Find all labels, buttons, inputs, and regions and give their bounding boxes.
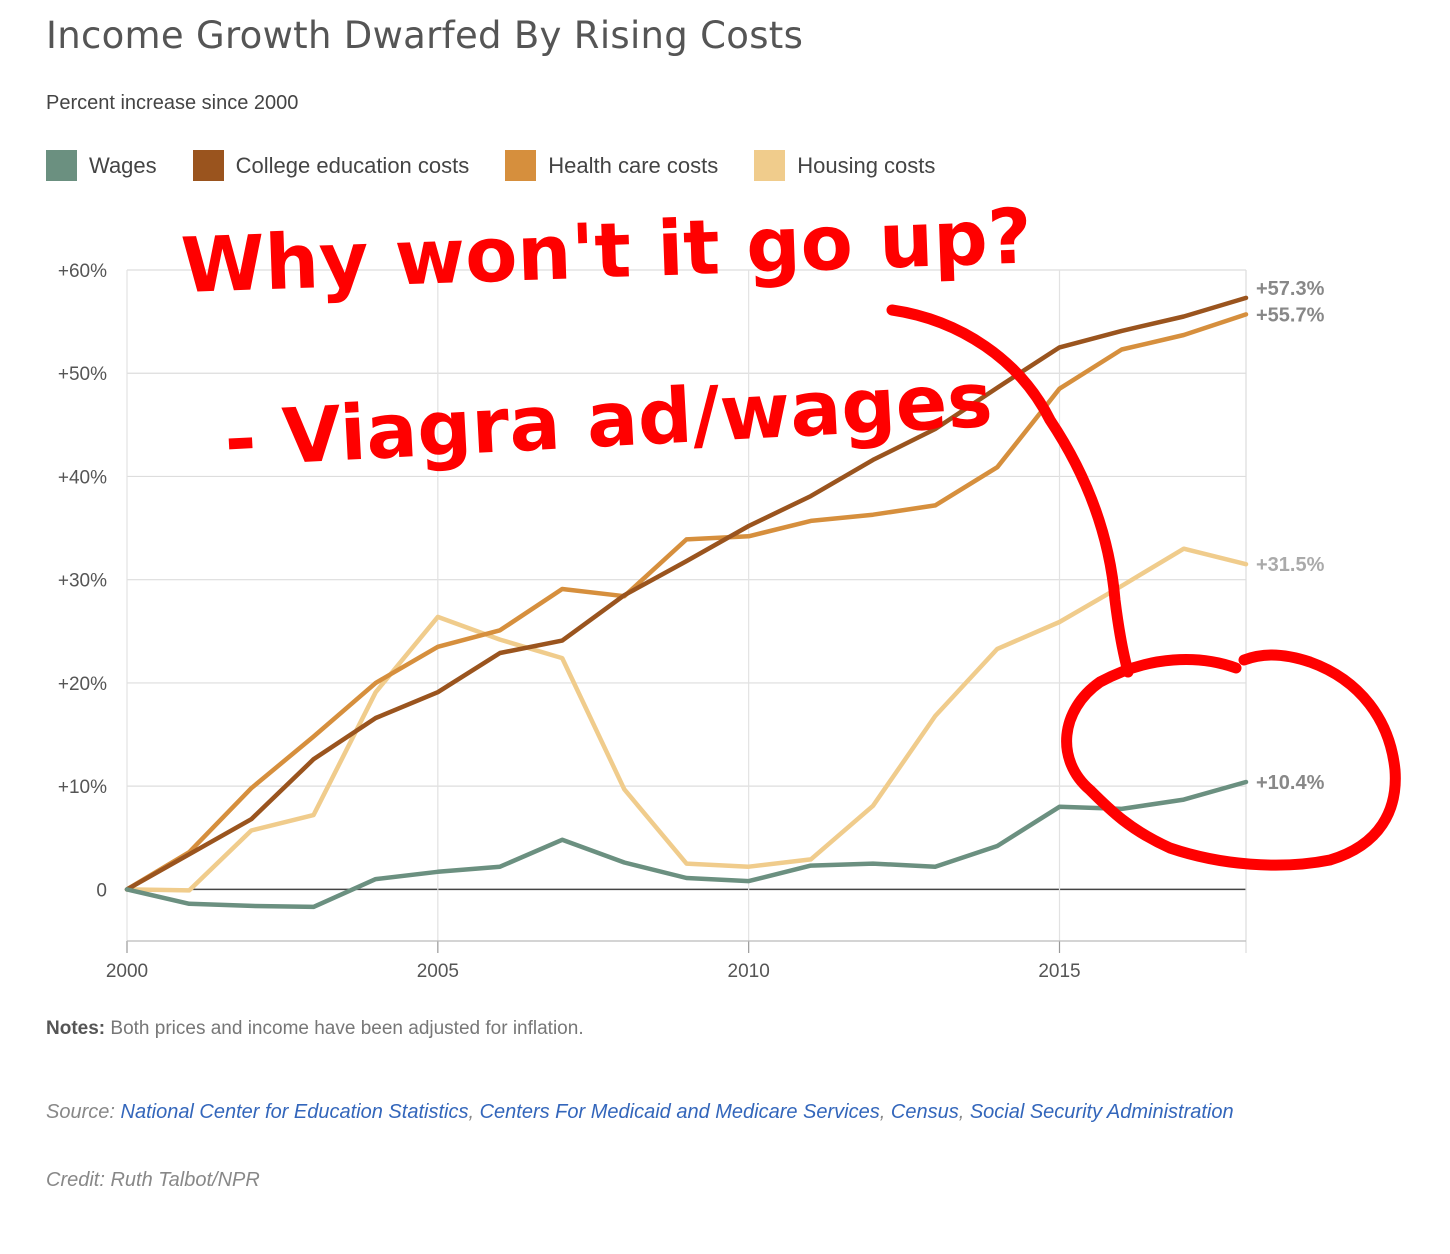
series-line-housing-costs bbox=[124, 546, 1249, 893]
y-tick-label: +30% bbox=[58, 571, 107, 592]
legend-swatch-housing bbox=[754, 150, 786, 181]
legend-swatch-wages bbox=[46, 150, 77, 181]
legend-label-wages: Wages bbox=[89, 152, 157, 178]
legend-item-college: College education costs bbox=[192, 150, 470, 181]
legend-item-health: Health care costs bbox=[505, 150, 718, 181]
chart-source: Source: National Center for Education St… bbox=[46, 1101, 1234, 1123]
source-label: Source: bbox=[46, 1101, 115, 1123]
source-link-ssa[interactable]: Social Security Administration bbox=[969, 1101, 1234, 1123]
annotation-line-2: - Viagra ad/wages bbox=[222, 355, 994, 484]
series-line-college-education-costs bbox=[124, 295, 1249, 892]
series-line-health-care-costs bbox=[124, 312, 1249, 892]
legend-swatch-health bbox=[505, 150, 537, 181]
end-label-college-education-costs: +57.3% bbox=[1256, 278, 1325, 300]
x-tick-label: 2010 bbox=[728, 961, 770, 982]
chart-notes: Notes: Both prices and income have been … bbox=[46, 1018, 584, 1040]
series-line-wages bbox=[124, 779, 1249, 910]
y-tick-label: +20% bbox=[58, 674, 107, 695]
source-link-census[interactable]: Census bbox=[890, 1101, 959, 1123]
annotation-arrow-line bbox=[886, 304, 1134, 678]
end-label-layer: +31.5% +55.7% +57.3% +10.4% bbox=[1256, 278, 1325, 794]
series-layer bbox=[124, 295, 1249, 910]
annotation-line-1: Why won't it go up? bbox=[180, 191, 1034, 310]
y-tick-label: +60% bbox=[58, 261, 107, 282]
x-tick-label: 2005 bbox=[417, 961, 459, 982]
legend: Wages College education costs Health car… bbox=[46, 150, 971, 181]
legend-item-housing: Housing costs bbox=[754, 150, 935, 181]
chart-title: Income Growth Dwarfed By Rising Costs bbox=[46, 14, 804, 57]
y-tick-label: +40% bbox=[58, 467, 107, 488]
y-tick-label: +10% bbox=[58, 777, 107, 798]
end-label-wages: +10.4% bbox=[1256, 772, 1325, 794]
x-tick-label: 2000 bbox=[106, 961, 148, 982]
source-link-nces[interactable]: National Center for Education Statistics bbox=[120, 1101, 469, 1123]
y-tick-label: +50% bbox=[58, 364, 107, 385]
annotation-circle bbox=[1061, 649, 1401, 871]
end-label-housing-costs: +31.5% bbox=[1256, 554, 1325, 576]
x-tick-label: 2015 bbox=[1038, 961, 1080, 982]
legend-label-health: Health care costs bbox=[548, 152, 719, 178]
legend-swatch-college bbox=[192, 150, 224, 181]
axis-layer: 0 +10% +20% +30% +40% +50% +60% 2000 2005 2010 201… bbox=[58, 261, 1246, 982]
notes-text: Both prices and income have been adjuste… bbox=[110, 1018, 584, 1039]
legend-item-wages: Wages bbox=[46, 150, 157, 181]
legend-label-college: College education costs bbox=[235, 152, 470, 178]
y-tick-label: 0 bbox=[96, 880, 107, 901]
grid-layer bbox=[126, 269, 1247, 953]
legend-label-housing: Housing costs bbox=[797, 152, 936, 178]
notes-label: Notes: bbox=[46, 1018, 106, 1039]
chart-subtitle: Percent increase since 2000 bbox=[46, 92, 299, 114]
end-label-health-care-costs: +55.7% bbox=[1256, 304, 1325, 326]
chart-credit: Credit: Ruth Talbot/NPR bbox=[46, 1169, 260, 1191]
source-link-cms[interactable]: Centers For Medicaid and Medicare Servic… bbox=[479, 1101, 880, 1123]
